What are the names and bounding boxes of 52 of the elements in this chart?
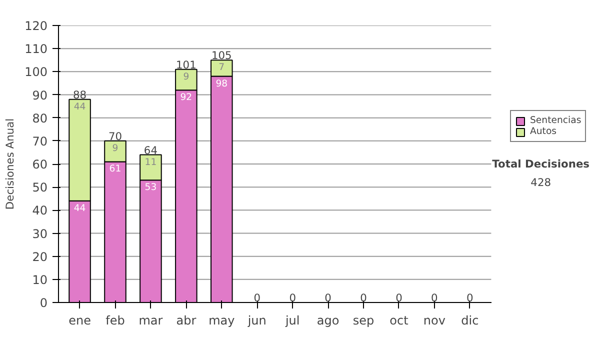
total-label: 0 bbox=[360, 292, 368, 304]
y-tick-label: 100 bbox=[24, 65, 48, 80]
x-tick-label: nov bbox=[423, 314, 446, 328]
data-label: 53 bbox=[144, 182, 157, 194]
total-label: 0 bbox=[289, 292, 296, 304]
y-tick-label: 110 bbox=[24, 42, 48, 56]
data-label: 92 bbox=[180, 92, 192, 104]
legend-label: Sentencias bbox=[530, 115, 582, 126]
total-label: 0 bbox=[324, 292, 332, 304]
y-tick-label: 50 bbox=[32, 180, 48, 195]
data-label: 7 bbox=[218, 62, 225, 74]
x-tick-label: feb bbox=[106, 314, 125, 328]
data-label: 11 bbox=[144, 156, 157, 168]
total-label: 0 bbox=[396, 292, 403, 304]
total-label: 105 bbox=[211, 49, 232, 62]
text: 428 bbox=[530, 176, 552, 189]
total-label: 88 bbox=[73, 88, 87, 102]
y-tick-label: 120 bbox=[24, 19, 48, 33]
y-axis-title: Decisiones Anual bbox=[4, 118, 17, 210]
y-tick-label: 80 bbox=[32, 111, 48, 126]
total-label: 70 bbox=[108, 130, 122, 143]
x-tick-label: jul bbox=[284, 314, 300, 328]
total-label: 0 bbox=[254, 292, 261, 304]
x-tick-label: mar bbox=[138, 314, 163, 328]
text: Total Decisiones bbox=[492, 158, 590, 170]
data-label: 9 bbox=[183, 71, 190, 82]
data-label: 98 bbox=[216, 78, 228, 90]
total-label: 0 bbox=[466, 292, 474, 304]
y-tick-label: 40 bbox=[32, 204, 48, 218]
x-tick-label: ago bbox=[316, 314, 340, 328]
data-label: 61 bbox=[109, 164, 122, 175]
y-tick-label: 30 bbox=[32, 226, 48, 241]
data-label: 9 bbox=[112, 142, 118, 154]
x-tick-label: jun bbox=[246, 314, 266, 328]
total-label: 64 bbox=[144, 144, 158, 157]
data-label: 44 bbox=[74, 101, 86, 112]
y-tick-label: 90 bbox=[32, 88, 48, 102]
y-tick-label: 10 bbox=[32, 272, 48, 287]
total-label: 101 bbox=[176, 58, 196, 72]
y-tick-label: 20 bbox=[32, 250, 48, 264]
x-tick-label: sep bbox=[352, 314, 374, 328]
legend-label: Autos bbox=[530, 126, 557, 137]
x-tick-label: may bbox=[208, 314, 235, 328]
x-tick-label: oct bbox=[390, 314, 409, 328]
y-tick-label: 0 bbox=[40, 296, 48, 310]
total-label: 0 bbox=[431, 292, 438, 304]
y-tick-label: 70 bbox=[32, 134, 48, 148]
x-tick-label: abr bbox=[176, 314, 196, 328]
x-tick-label: ene bbox=[68, 314, 91, 328]
x-tick-label: dic bbox=[461, 314, 479, 328]
y-tick-label: 60 bbox=[32, 158, 48, 172]
data-label: 44 bbox=[74, 202, 86, 214]
